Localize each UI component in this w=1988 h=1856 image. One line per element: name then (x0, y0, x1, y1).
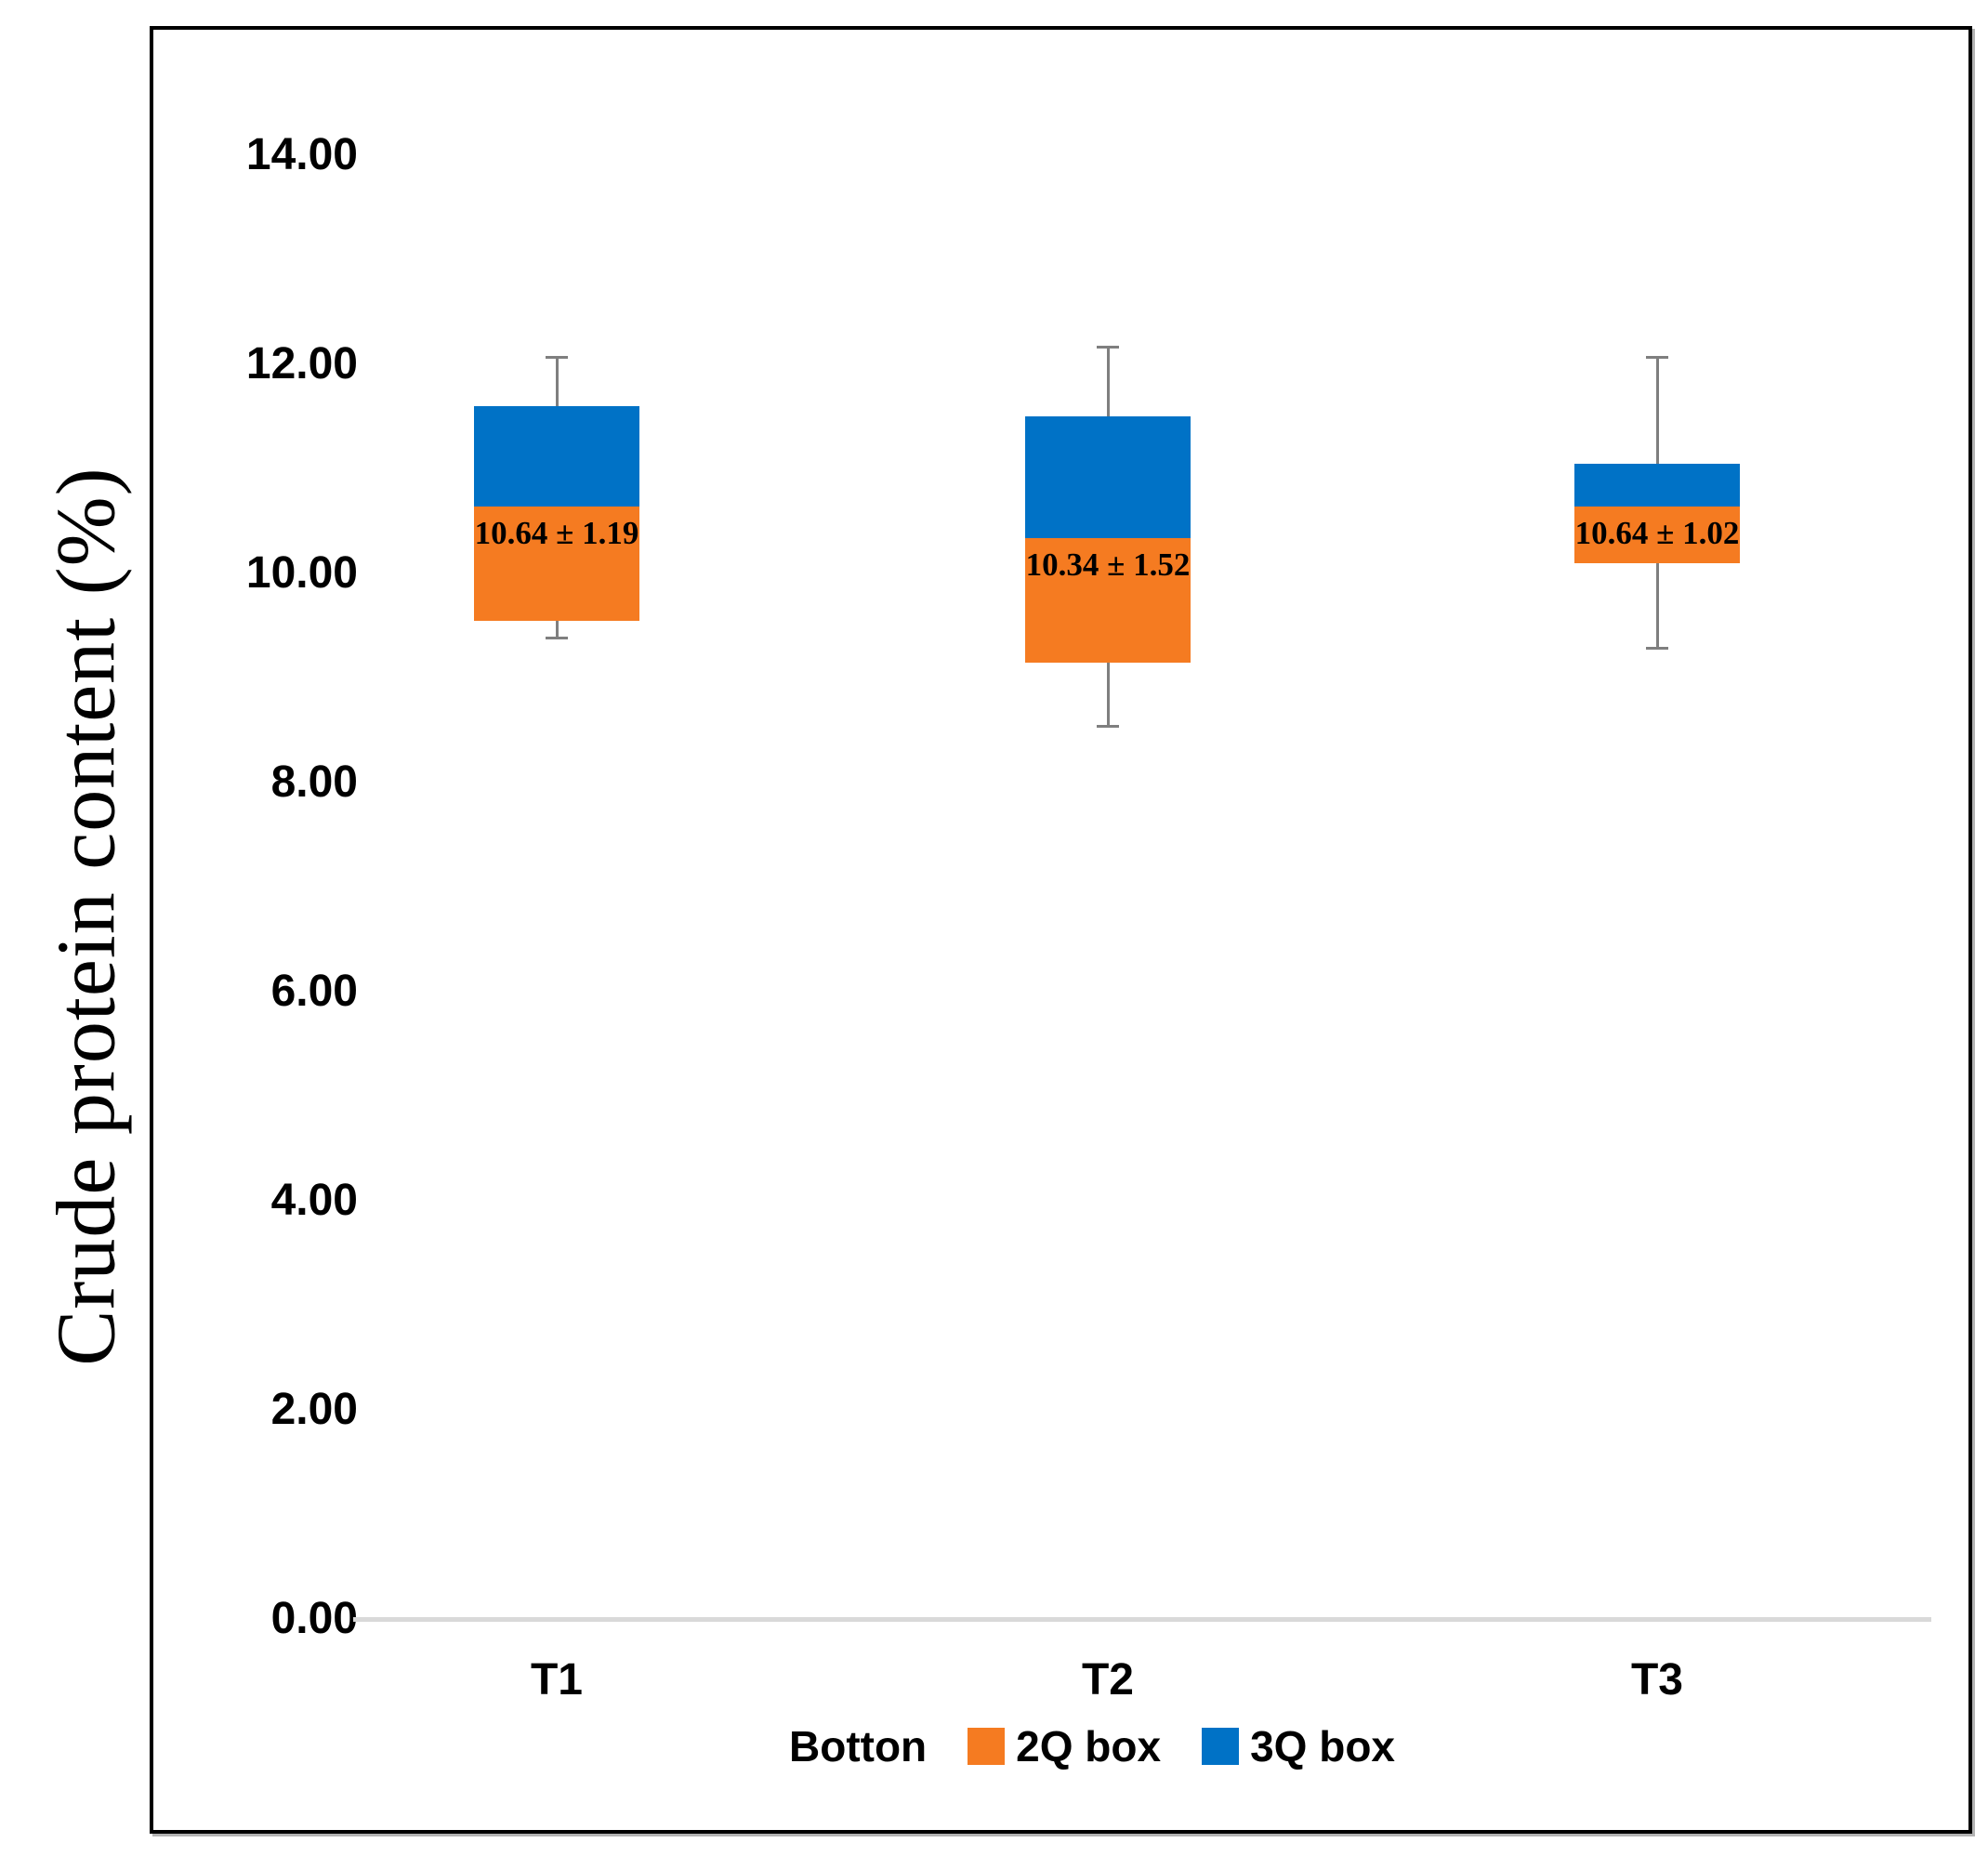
whisker-lower-line-T1 (555, 620, 559, 637)
box-data-label-T1: 10.64 ± 1.19 (474, 515, 639, 551)
whisker-lower-cap-T1 (546, 636, 568, 639)
whisker-upper-cap-T3 (1646, 356, 1668, 360)
whisker-lower-line-T3 (1655, 562, 1659, 647)
box-3q-segment-T3 (1574, 463, 1740, 507)
whisker-upper-cap-T2 (1097, 346, 1119, 349)
y-tick-label: 0.00 (270, 1594, 358, 1643)
category-label-T1: T1 (530, 1655, 583, 1705)
y-tick-label: 6.00 (270, 967, 358, 1016)
y-tick-label: 14.00 (245, 130, 358, 179)
y-tick-label: 4.00 (270, 1176, 358, 1225)
category-label-T2: T2 (1081, 1655, 1134, 1705)
x-axis-line (353, 1617, 1931, 1622)
whisker-lower-cap-T2 (1097, 725, 1119, 729)
legend-item-label: 3Q box (1250, 1722, 1396, 1770)
y-tick-label: 12.00 (245, 339, 358, 388)
box-data-label-T3: 10.64 ± 1.02 (1574, 515, 1740, 551)
whisker-upper-line-T1 (555, 359, 559, 406)
legend-item-botton: Botton (789, 1721, 927, 1771)
legend-item-2q-box: 2Q box (968, 1721, 1161, 1771)
category-label-T3: T3 (1630, 1655, 1683, 1705)
whisker-upper-line-T2 (1106, 349, 1110, 417)
chart-plot-border (150, 26, 1972, 1834)
legend-swatch-icon (1202, 1728, 1240, 1765)
whisker-upper-cap-T1 (546, 356, 568, 360)
whisker-lower-line-T2 (1106, 662, 1110, 726)
legend-item-label: Botton (789, 1722, 928, 1770)
legend-swatch-icon (968, 1728, 1006, 1765)
box-3q-segment-T2 (1025, 416, 1191, 538)
chart-legend: Botton 2Q box 3Q box (789, 1716, 1395, 1777)
y-tick-label: 2.00 (270, 1385, 358, 1434)
box-2q-segment-T3 (1574, 507, 1740, 563)
legend-item-label: 2Q box (1016, 1722, 1162, 1770)
whisker-upper-line-T3 (1655, 359, 1659, 464)
box-data-label-T2: 10.34 ± 1.52 (1025, 546, 1191, 583)
y-tick-label: 10.00 (245, 548, 358, 598)
whisker-lower-cap-T3 (1646, 646, 1668, 650)
box-2q-segment-T1 (474, 507, 639, 621)
box-3q-segment-T1 (474, 406, 639, 507)
box-2q-segment-T2 (1025, 537, 1191, 663)
legend-item-3q-box: 3Q box (1202, 1721, 1395, 1771)
y-tick-label: 8.00 (270, 757, 358, 807)
y-axis-title: Crude protein content (%) (40, 467, 133, 1366)
